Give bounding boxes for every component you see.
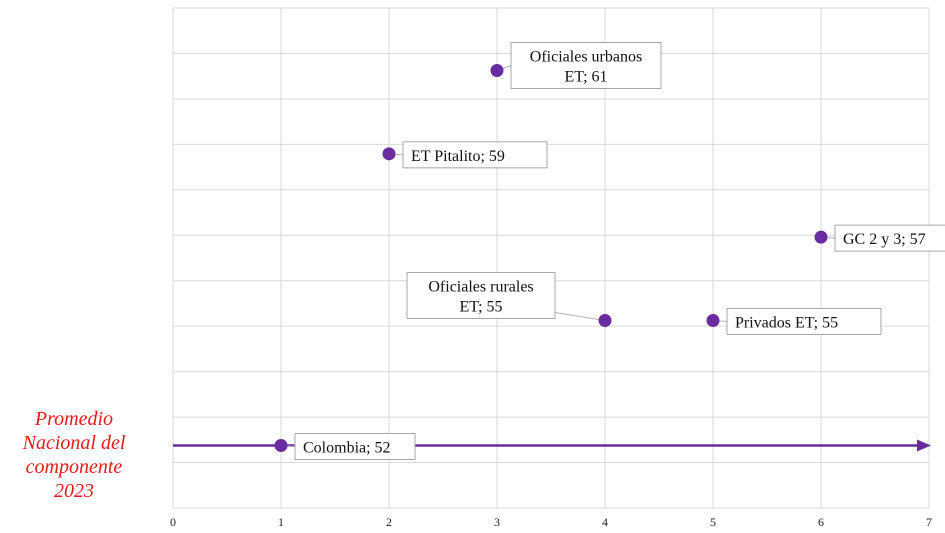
data-label-box (510, 42, 662, 89)
data-point (814, 230, 828, 244)
side-annotation-line: componente (26, 456, 123, 478)
x-tick-label: 7 (926, 515, 932, 529)
label-leader-line (554, 312, 606, 321)
x-tick-label: 4 (602, 515, 608, 529)
data-label-text: ET Pitalito; 59 (411, 148, 505, 165)
data-point (706, 314, 720, 327)
data-label-text: ET; 55 (459, 299, 502, 316)
data-label-box (406, 272, 556, 319)
x-tick-label: 1 (278, 515, 284, 529)
data-label-box (834, 224, 945, 252)
label-leaders (280, 65, 836, 447)
x-tick-label: 3 (494, 515, 500, 529)
data-label-box (294, 433, 416, 460)
x-tick-label: 6 (818, 515, 824, 529)
x-tick-label: 2 (386, 515, 392, 529)
data-point (274, 439, 288, 452)
x-tick-label: 0 (170, 515, 176, 529)
data-point (598, 314, 612, 327)
data-label-text: Oficiales rurales (428, 279, 533, 296)
reference-line-arrowhead (917, 439, 931, 452)
side-annotation-line: Nacional del (22, 432, 126, 454)
data-labels: Colombia; 52 ET Pitalito; 59 Oficiales urb… (294, 42, 945, 460)
data-label-box (402, 141, 548, 169)
x-axis-ticks: 0 1 2 3 4 5 6 7 (170, 515, 932, 529)
data-point (382, 147, 396, 161)
data-label-text: GC 2 y 3; 57 (843, 231, 926, 248)
side-annotation-line: Promedio (34, 408, 113, 430)
side-annotation-line: 2023 (54, 480, 94, 502)
x-tick-label: 5 (710, 515, 716, 529)
grid (172, 7, 930, 509)
data-point (490, 64, 504, 77)
data-label-text: Colombia; 52 (303, 440, 391, 457)
data-points (274, 64, 828, 452)
data-label-box (726, 308, 882, 335)
data-label-text: Oficiales urbanos (530, 49, 642, 66)
data-label-text: Privados ET; 55 (735, 315, 838, 332)
data-label-text: ET; 61 (564, 69, 607, 86)
